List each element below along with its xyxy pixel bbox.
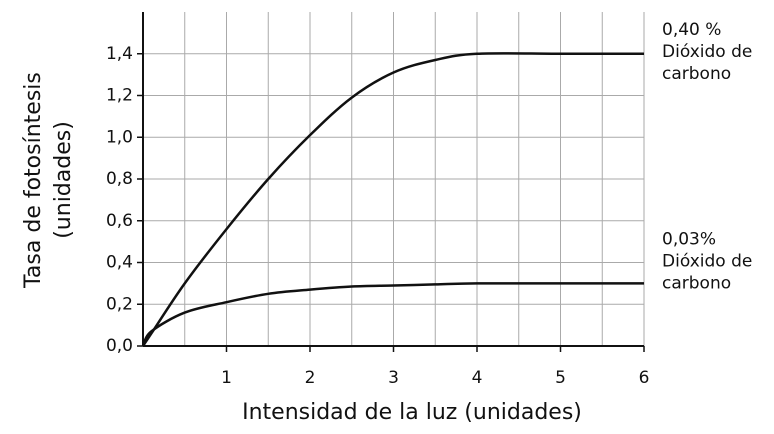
x-tick-label: 4 <box>472 368 483 388</box>
y-tick-label: 0,4 <box>106 253 133 273</box>
x-tick-label: 2 <box>305 368 316 388</box>
y-axis-title: Tasa de fotosíntesis <box>21 72 46 289</box>
series-label: Dióxido de <box>662 42 752 62</box>
x-tick-label: 3 <box>388 368 399 388</box>
line-series <box>141 282 644 347</box>
y-tick-label: 0,8 <box>106 169 133 189</box>
line-series <box>141 52 644 347</box>
y-tick-label: 1,0 <box>106 127 133 147</box>
x-tick-label: 6 <box>639 368 650 388</box>
y-tick-label: 0,0 <box>106 336 133 356</box>
x-axis-title: Intensidad de la luz (unidades) <box>242 400 582 425</box>
y-tick-label: 1,4 <box>106 44 133 64</box>
y-tick-label: 0,2 <box>106 294 133 314</box>
series-label: carbono <box>662 64 731 84</box>
series-label: Dióxido de <box>662 251 752 271</box>
y-axis-title: (unidades) <box>51 121 76 239</box>
series-label: carbono <box>662 273 731 293</box>
y-tick-label: 1,2 <box>106 86 133 106</box>
x-tick-label: 5 <box>555 368 566 388</box>
series-label: 0,40 % <box>662 20 721 40</box>
x-tick-label: 1 <box>221 368 232 388</box>
y-tick-label: 0,6 <box>106 211 133 231</box>
series-label: 0,03% <box>662 229 716 249</box>
